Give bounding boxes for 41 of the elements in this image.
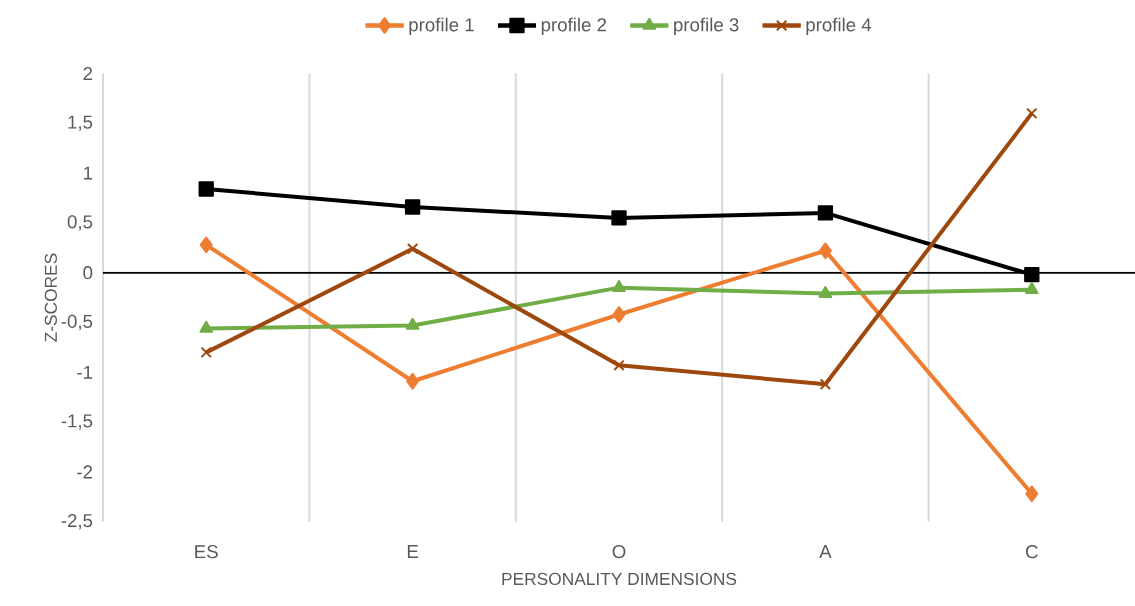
point bbox=[1024, 267, 1040, 283]
y-axis-title: Z-SCORES bbox=[44, 253, 57, 342]
point bbox=[199, 320, 213, 333]
point bbox=[200, 346, 212, 359]
point bbox=[1025, 485, 1039, 503]
point bbox=[406, 243, 419, 255]
y-tick-label: -1 bbox=[77, 365, 93, 379]
y-tick-label: 2 bbox=[83, 66, 93, 81]
y-tick-label: -2,5 bbox=[61, 513, 93, 530]
point bbox=[199, 236, 213, 254]
point bbox=[612, 306, 626, 323]
y-tick-label: -2 bbox=[77, 465, 93, 479]
y-tick-label: 0 bbox=[83, 266, 93, 280]
point bbox=[612, 279, 626, 292]
point bbox=[818, 242, 832, 260]
y-tick-label: -1,5 bbox=[61, 414, 93, 430]
point bbox=[406, 372, 420, 390]
x-tick-label: ES bbox=[195, 545, 218, 559]
x-axis-title: PERSONALITY DIMENSIONS bbox=[502, 572, 737, 586]
y-tick-label: 0,5 bbox=[67, 215, 93, 231]
legend-label: profile 1 bbox=[409, 17, 474, 36]
y-tick-label: 1,5 bbox=[68, 115, 93, 131]
point bbox=[1026, 107, 1038, 120]
point bbox=[1025, 281, 1039, 294]
x-tick-label: E bbox=[407, 545, 419, 558]
y-tick-label: 1 bbox=[84, 166, 93, 180]
x-tick-label: A bbox=[819, 545, 832, 558]
point bbox=[405, 317, 420, 330]
legend-label: profile 3 bbox=[674, 17, 739, 36]
legend-label: profile 4 bbox=[806, 17, 872, 36]
point bbox=[198, 181, 214, 197]
point bbox=[611, 210, 627, 226]
point bbox=[817, 205, 834, 221]
legend-label: profile 2 bbox=[541, 17, 607, 36]
point bbox=[404, 199, 421, 215]
x-tick-label: O bbox=[612, 545, 626, 559]
y-tick-label: -0,5 bbox=[61, 314, 93, 331]
point bbox=[819, 378, 832, 390]
x-tick-label: C bbox=[1026, 545, 1038, 559]
point bbox=[818, 285, 833, 298]
point bbox=[613, 359, 625, 372]
